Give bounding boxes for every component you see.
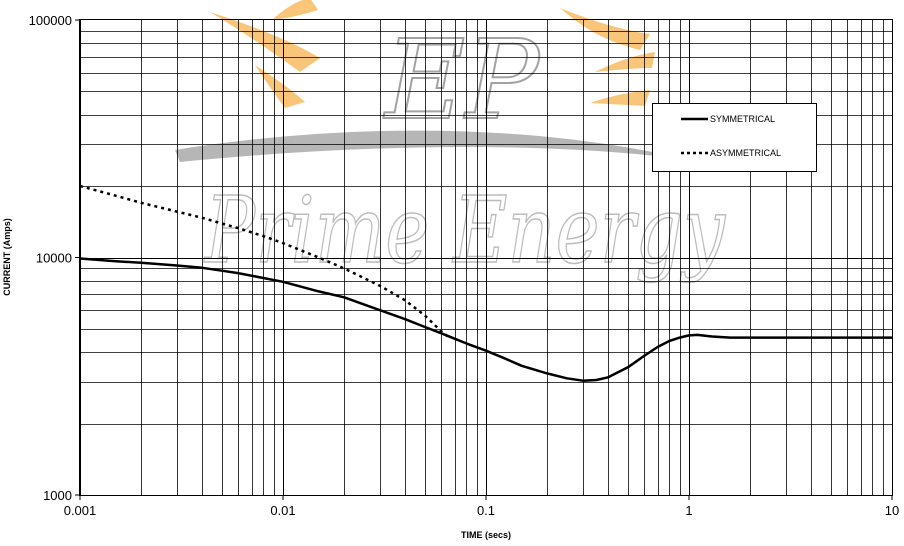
watermark-monogram: EP (383, 16, 541, 144)
watermark-sunray-2 (255, 65, 305, 108)
watermark-sunray-1 (210, 12, 320, 72)
chart-series (79, 184, 892, 382)
watermark-sunray-3 (272, 0, 318, 20)
watermark-sunray-4 (560, 8, 650, 50)
watermark-sunray-5 (595, 52, 655, 72)
prime-energy-watermark: EP Prime Energy (175, 0, 727, 285)
y-tick-label: 10000 (36, 251, 72, 266)
x-tick-label: 10 (885, 503, 899, 518)
axis-tick-labels: 0.001 0.01 0.1 1 10 1000 10000 100000 (29, 13, 900, 518)
chart-gridlines (80, 20, 892, 496)
chart-legend: SYMMETRICAL ASYMMETRICAL (652, 103, 817, 172)
series-line-asymmetrical (79, 184, 449, 338)
x-tick-label: 0.1 (477, 503, 495, 518)
y-axis-title: CURRENT (Amps) (2, 218, 12, 296)
watermark-swoosh (175, 130, 690, 162)
y-tick-label: 100000 (29, 13, 72, 28)
x-tick-label: 0.001 (64, 503, 97, 518)
legend-asymmetrical-label: ASYMMETRICAL (710, 148, 781, 158)
legend-box (652, 103, 817, 172)
series-line-symmetrical (79, 257, 892, 382)
legend-symmetrical-label: SYMMETRICAL (710, 114, 775, 124)
watermark-sunray-6 (590, 90, 650, 106)
watermark-brand-text: Prime Energy (203, 177, 725, 284)
x-tick-label: 1 (685, 503, 692, 518)
y-tick-label: 1000 (43, 488, 72, 503)
x-axis-title: TIME (secs) (461, 530, 511, 540)
x-tick-label: 0.01 (270, 503, 295, 518)
